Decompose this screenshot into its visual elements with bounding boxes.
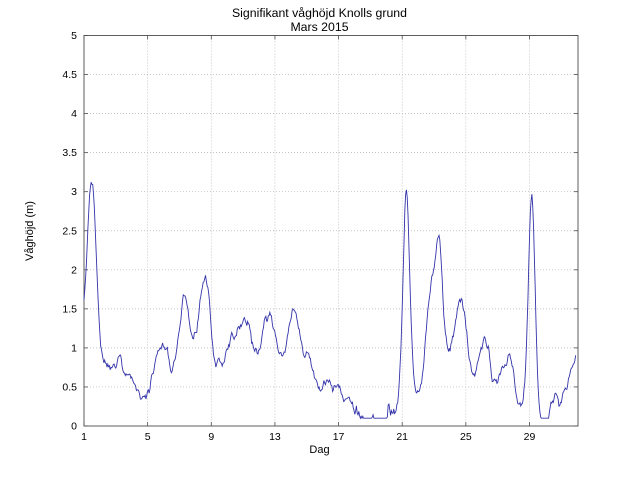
svg-text:1: 1: [71, 342, 77, 354]
svg-text:4: 4: [71, 108, 77, 120]
svg-text:3.5: 3.5: [62, 147, 77, 159]
svg-text:0: 0: [71, 421, 77, 433]
svg-text:1.5: 1.5: [62, 303, 77, 315]
svg-text:17: 17: [333, 431, 345, 443]
svg-text:25: 25: [460, 431, 472, 443]
svg-text:3: 3: [71, 186, 77, 198]
svg-text:4.5: 4.5: [62, 69, 77, 81]
svg-text:2: 2: [71, 264, 77, 276]
svg-text:29: 29: [524, 431, 536, 443]
svg-text:0.5: 0.5: [62, 381, 77, 393]
svg-text:21: 21: [396, 431, 408, 443]
svg-text:5: 5: [145, 431, 151, 443]
svg-text:13: 13: [269, 431, 281, 443]
svg-text:9: 9: [208, 431, 214, 443]
svg-text:1: 1: [81, 431, 87, 443]
svg-text:2.5: 2.5: [62, 225, 77, 237]
